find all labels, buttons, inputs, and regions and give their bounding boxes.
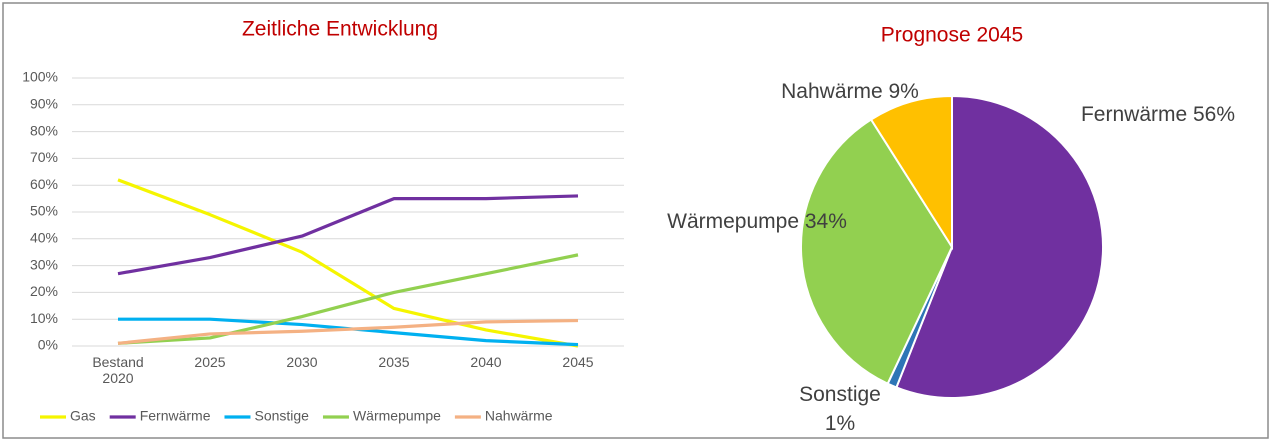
y-tick-label: 50% xyxy=(30,203,58,219)
pie-slice xyxy=(895,94,1104,399)
y-tick-label: 0% xyxy=(38,337,58,353)
legend-label: Wärmepumpe xyxy=(353,408,441,424)
legend-label: Nahwärme xyxy=(485,408,553,424)
x-tick-label: 2045 xyxy=(562,354,594,370)
x-tick-label-box: Bestand 2020 xyxy=(92,354,144,386)
x-tick-label: 2035 xyxy=(378,354,410,370)
legend-label: Sonstige xyxy=(254,408,309,424)
legend-label: Fernwärme xyxy=(140,408,211,424)
pie-slice xyxy=(869,94,953,251)
pie-slice xyxy=(800,118,954,385)
series-line xyxy=(117,318,579,345)
y-tick-label: 20% xyxy=(30,283,58,299)
y-tick-label: 10% xyxy=(30,310,58,326)
legend-label: Gas xyxy=(70,408,96,424)
y-tick-label: 70% xyxy=(30,149,58,165)
pie-label-name: Sonstige xyxy=(799,383,881,406)
x-tick-label: 2030 xyxy=(286,354,318,370)
y-tick-label: 100% xyxy=(22,69,58,85)
line-title: Zeitliche Entwicklung xyxy=(242,18,438,41)
series-line xyxy=(117,194,579,276)
y-tick-label: 90% xyxy=(30,96,58,112)
pie-label: Sonstige 1% xyxy=(799,383,881,435)
x-tick-label-box: 2045 xyxy=(562,354,594,370)
pie-label-value: 1% xyxy=(825,412,855,435)
x-tick-label: 2040 xyxy=(470,354,502,370)
pie-label-value: 56% xyxy=(1193,103,1235,126)
pie-label-name: Nahwärme xyxy=(781,80,888,103)
x-tick-label-box: 2025 xyxy=(194,354,226,370)
y-tick-label: 30% xyxy=(30,256,58,272)
pie-label: Nahwärme 9% xyxy=(781,80,919,103)
pie-title: Prognose 2045 xyxy=(881,24,1023,47)
series-line xyxy=(117,178,579,348)
pie-label: Fernwärme 56% xyxy=(1081,103,1235,126)
y-tick-label: 40% xyxy=(30,230,58,246)
series-line xyxy=(117,253,579,345)
x-tick-label-box: 2040 xyxy=(470,354,502,370)
pie-label-name: Wärmepumpe xyxy=(667,210,805,233)
pie-label-value: 9% xyxy=(889,80,919,103)
x-tick-label: 2025 xyxy=(194,354,226,370)
x-tick-label-box: 2030 xyxy=(286,354,318,370)
pie-label-name: Fernwärme xyxy=(1081,103,1193,126)
x-tick-label-box: 2035 xyxy=(378,354,410,370)
x-tick-label: Bestand 2020 xyxy=(92,354,144,386)
pie-label-value: 34% xyxy=(805,210,847,233)
y-tick-label: 80% xyxy=(30,122,58,138)
pie-label: Wärmepumpe 34% xyxy=(667,210,847,233)
y-tick-label: 60% xyxy=(30,176,58,192)
